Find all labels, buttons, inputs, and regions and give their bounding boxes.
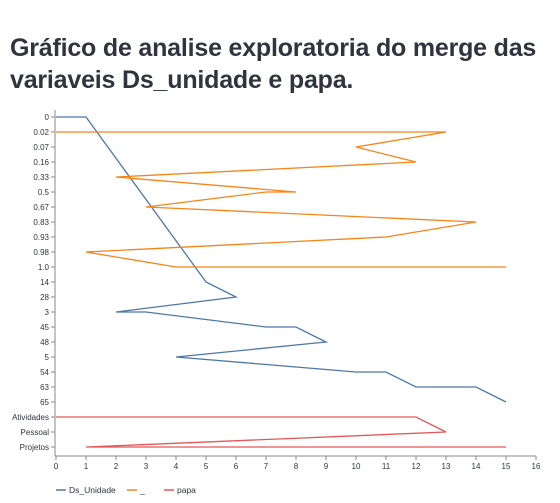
y-tick-label: 0.67 — [33, 203, 49, 212]
x-tick-label: 6 — [234, 462, 239, 471]
y-tick-label: 3 — [45, 308, 50, 317]
x-tick-label: 14 — [472, 462, 481, 471]
y-tick-label: 0.33 — [33, 173, 49, 182]
x-tick-label: 9 — [324, 462, 329, 471]
y-tick-label: 0.5 — [38, 188, 50, 197]
y-tick-label: 48 — [40, 338, 49, 347]
y-tick-label: 5 — [45, 353, 50, 362]
x-tick-label: 1 — [84, 462, 89, 471]
y-tick-label: 0.02 — [33, 128, 49, 137]
y-tick-label: 0 — [45, 113, 50, 122]
y-tick-label: 54 — [40, 368, 49, 377]
y-tick-label: 65 — [40, 398, 49, 407]
y-tick-label: 0.98 — [33, 248, 49, 257]
y-tick-label: 0.93 — [33, 233, 49, 242]
x-tick-label: 12 — [412, 462, 421, 471]
y-tick-label: 14 — [40, 278, 49, 287]
y-tick-label: 1.0 — [38, 263, 50, 272]
x-tick-label: 2 — [114, 462, 119, 471]
x-tick-label: 3 — [144, 462, 149, 471]
x-tick-label: 13 — [442, 462, 451, 471]
y-tick-label: 0.83 — [33, 218, 49, 227]
chart-axes: 0 0.02 0.07 0.16 0.33 0.5 0.67 0.83 0.93 0.98 1.0 1… — [12, 110, 541, 471]
y-tick-label: Pessoal — [21, 428, 50, 437]
chart-legend: Ds_Unidade _ papa — [56, 485, 196, 495]
chart-series — [56, 116, 507, 448]
x-tick-label: 0 — [54, 462, 59, 471]
legend-label: _ — [139, 485, 145, 495]
x-tick-label: 10 — [352, 462, 361, 471]
x-tick-label: 16 — [532, 462, 541, 471]
y-tick-label: 0.16 — [33, 158, 49, 167]
series-line-underscore — [56, 131, 506, 268]
y-tick-label: 45 — [40, 323, 49, 332]
series-line-papa — [56, 416, 506, 448]
x-tick-label: 7 — [264, 462, 269, 471]
y-tick-label: 63 — [40, 383, 49, 392]
x-tick-label: 8 — [294, 462, 299, 471]
legend-label: Ds_Unidade — [69, 485, 116, 495]
x-tick-label: 5 — [204, 462, 209, 471]
page-title: Gráfico de analise exploratoria do merge… — [10, 34, 537, 94]
x-tick-label: 4 — [174, 462, 179, 471]
y-tick-label: 0.07 — [33, 143, 49, 152]
legend-label: papa — [177, 485, 196, 495]
y-tick-label: 28 — [40, 293, 49, 302]
x-tick-label: 11 — [382, 462, 391, 471]
y-tick-label: Projetos — [20, 443, 49, 452]
x-tick-label: 15 — [502, 462, 511, 471]
y-tick-label: Atividades — [12, 413, 49, 422]
series-line-ds_unidade — [56, 116, 507, 403]
